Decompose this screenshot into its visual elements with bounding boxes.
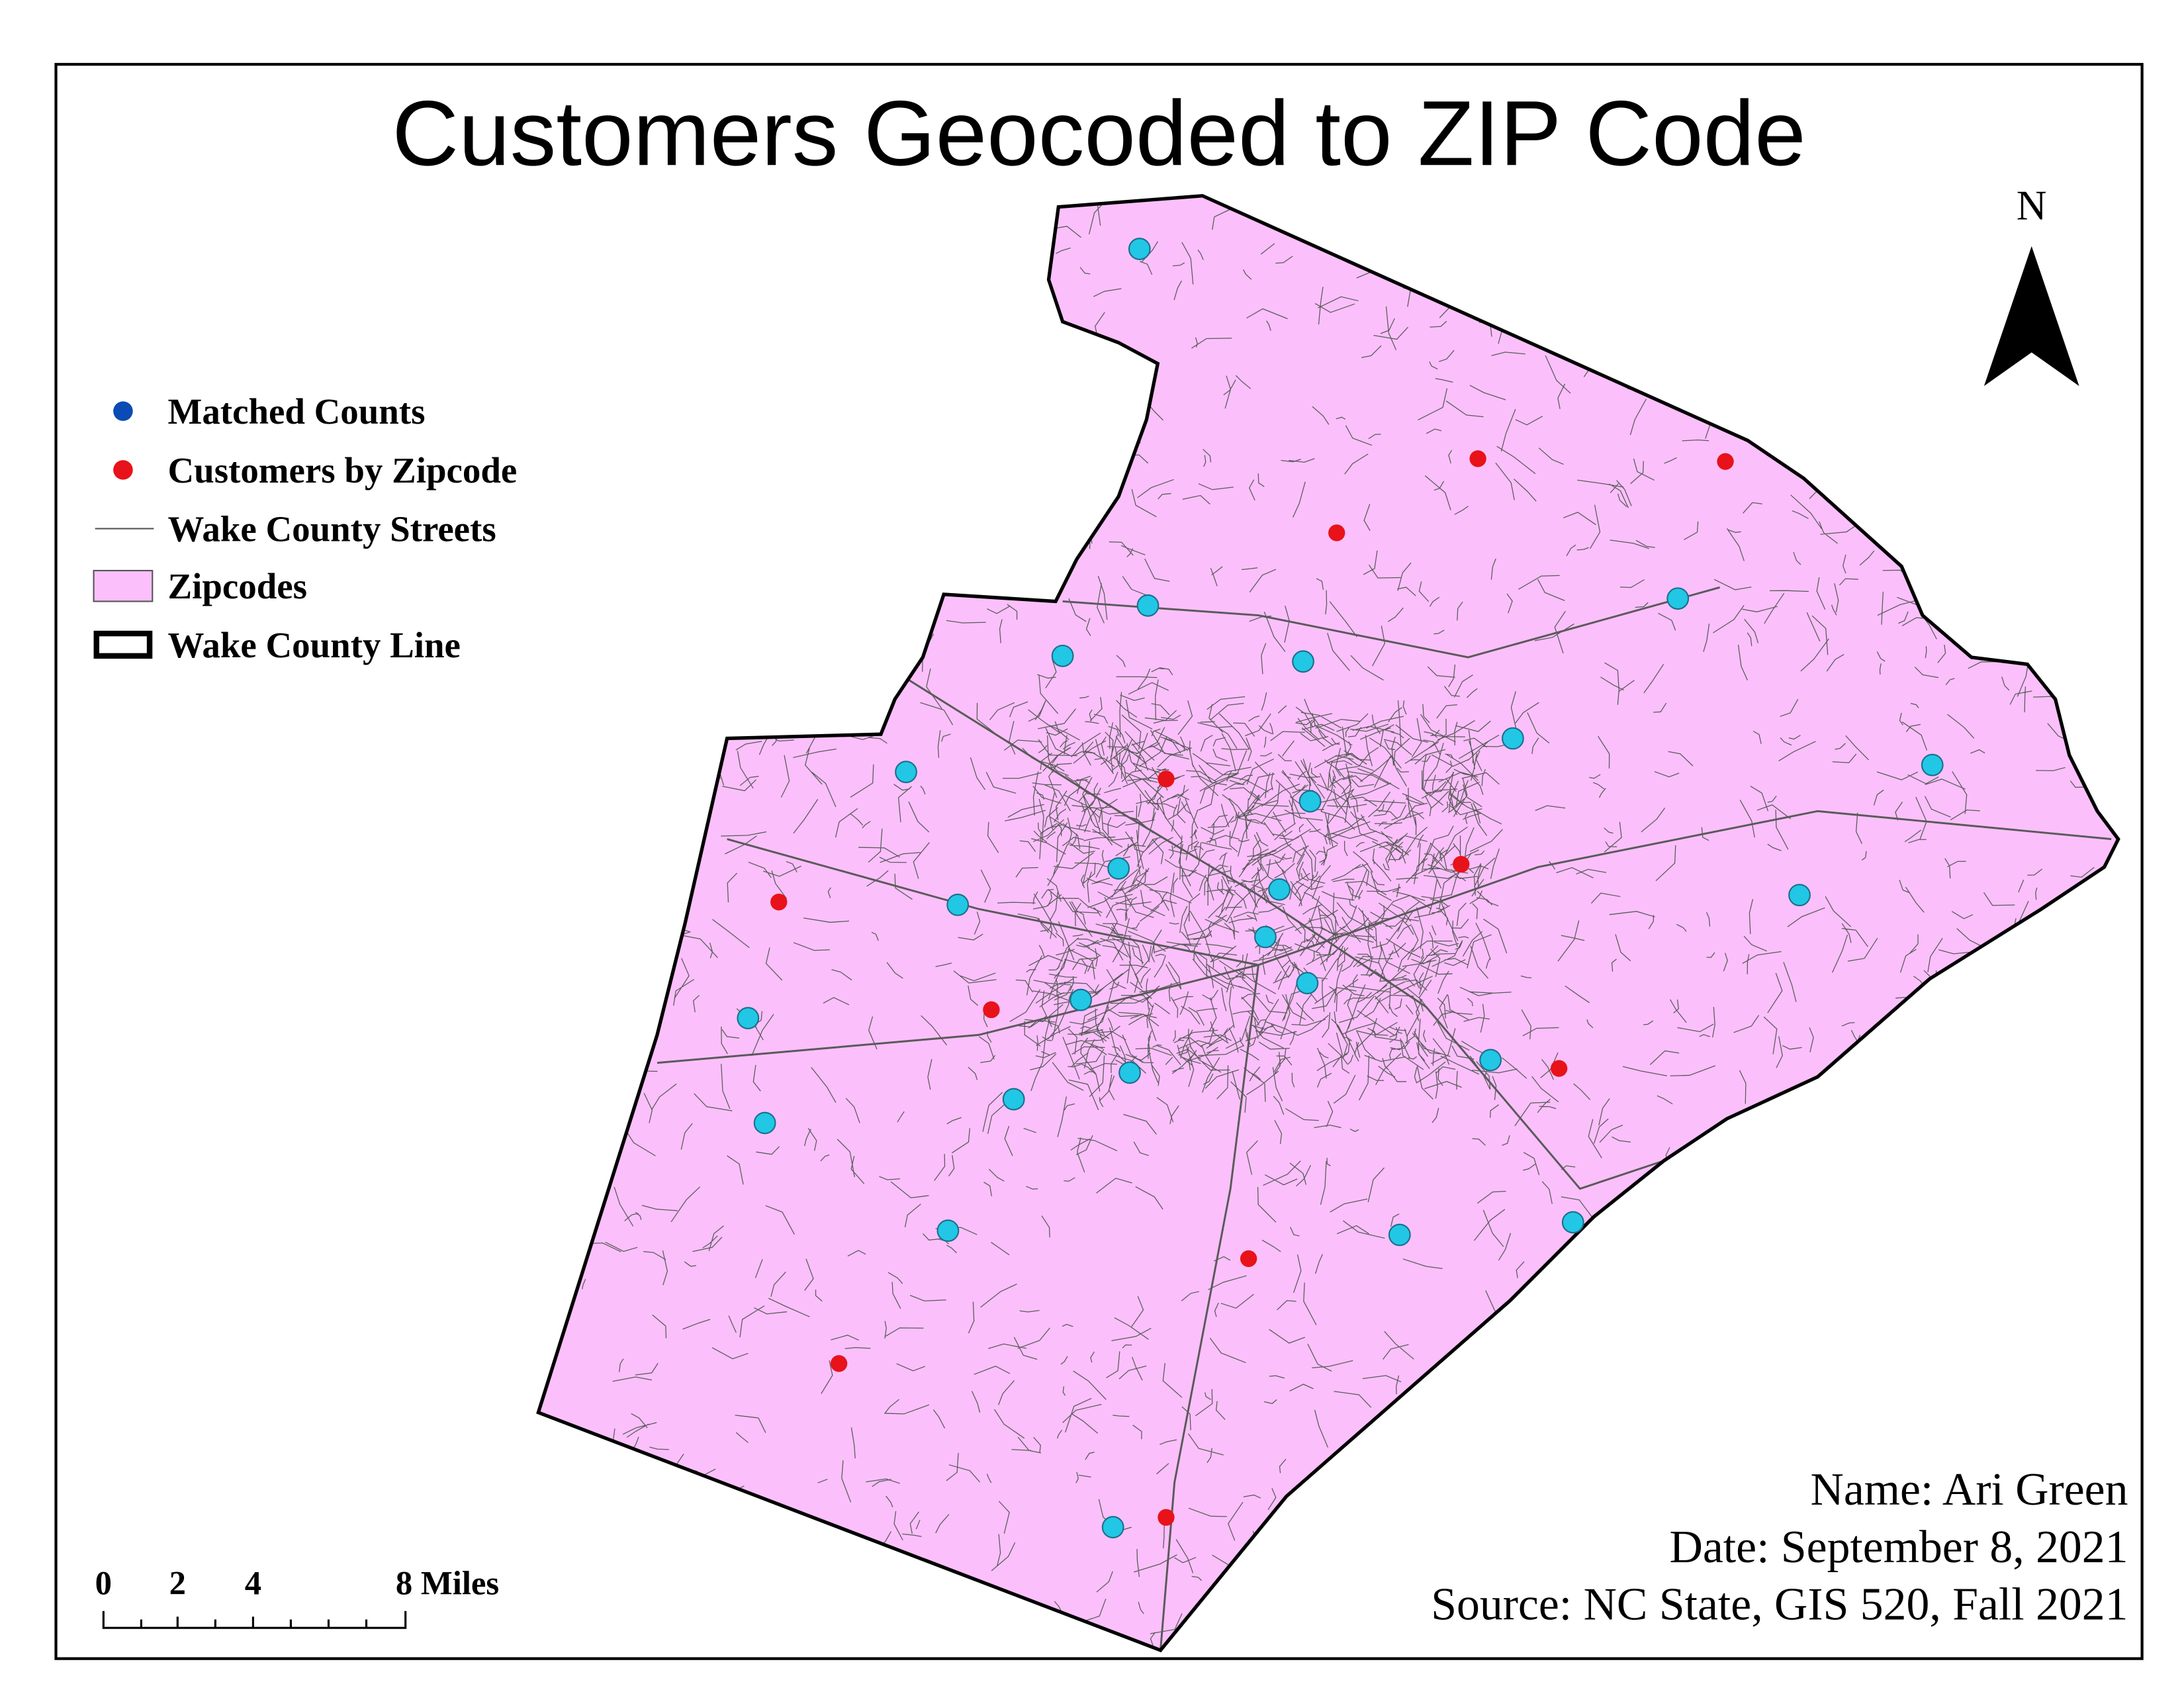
major-road — [657, 810, 2112, 1064]
scale-label: 2 — [169, 1564, 186, 1601]
legend-label: Wake County Line — [168, 625, 461, 665]
major-road — [1062, 586, 1720, 659]
matched-count-point — [1128, 238, 1151, 260]
matched-count-point — [1479, 1049, 1502, 1072]
scale-bar: 0 2 4 8 Miles — [95, 1564, 499, 1629]
matched-count-point — [1254, 925, 1277, 949]
legend-symbol-county-line — [93, 630, 153, 659]
customer-point — [1717, 453, 1734, 470]
county-line — [536, 194, 2120, 1653]
legend-label: Zipcodes — [168, 566, 308, 606]
customer-point — [1158, 771, 1175, 788]
customer-point — [983, 1001, 1000, 1019]
matched-count-point — [1666, 587, 1690, 610]
major-road — [1160, 964, 1259, 1650]
matched-count-point — [1388, 1223, 1411, 1246]
major-road — [894, 670, 1664, 1190]
legend: Matched Counts Customers by Zipcode Wake… — [93, 391, 518, 665]
customer-point — [1328, 524, 1345, 541]
matched-count-point — [1101, 1516, 1124, 1538]
north-arrow: N — [1983, 183, 2079, 387]
north-arrow-shape — [1983, 246, 2079, 387]
customer-point — [1158, 1509, 1175, 1526]
matched-count-point — [1921, 753, 1944, 776]
matched-count-point — [946, 894, 970, 916]
matched-count-point — [1002, 1088, 1025, 1111]
scale-ticks — [102, 1611, 407, 1629]
scale-label: 8 Miles — [396, 1564, 499, 1601]
matched-count-point — [1296, 972, 1319, 995]
streets — [538, 195, 2118, 1650]
credit-name: Name: Ari Green — [1810, 1464, 2128, 1515]
customer-point — [1469, 450, 1486, 467]
county-layer — [536, 194, 2120, 1653]
credit-source: Source: NC State, GIS 520, Fall 2021 — [1431, 1579, 2128, 1630]
matched-count-point — [1107, 857, 1130, 880]
customer-point — [1550, 1060, 1568, 1077]
scale-label: 0 — [95, 1564, 112, 1601]
legend-label: Wake County Streets — [168, 509, 496, 549]
credit-date: Date: September 8, 2021 — [1670, 1522, 2128, 1573]
zipcodes-fill — [538, 195, 2118, 1650]
matched-count-point — [753, 1111, 776, 1135]
scale-label: 4 — [245, 1564, 261, 1601]
matched-count-point — [1136, 594, 1160, 617]
legend-label: Matched Counts — [168, 391, 426, 432]
matched-count-point — [1502, 727, 1524, 750]
customer-point — [830, 1355, 848, 1372]
matched-count-point — [936, 1219, 960, 1243]
customer-point — [1240, 1250, 1257, 1268]
north-label: N — [2017, 183, 2047, 229]
matched-count-point — [737, 1007, 760, 1029]
matched-count-point — [1292, 650, 1314, 673]
legend-symbol-matched — [113, 401, 133, 421]
map-title: Customers Geocoded to ZIP Code — [392, 81, 1805, 185]
matched-count-point — [1268, 878, 1291, 901]
matched-count-point — [1298, 790, 1322, 813]
matched-count-point — [1051, 644, 1074, 667]
matched-count-point — [1788, 884, 1811, 907]
customer-point — [770, 894, 788, 911]
legend-symbol-customers — [113, 460, 133, 480]
matched-count-point — [1561, 1211, 1584, 1234]
matched-count-point — [895, 761, 917, 784]
legend-symbol-zipcodes — [93, 569, 154, 602]
major-road — [727, 838, 1259, 966]
customer-point — [1453, 855, 1470, 873]
matched-count-point — [1069, 988, 1092, 1011]
point-symbols — [737, 238, 1944, 1538]
legend-label: Customers by Zipcode — [168, 450, 518, 491]
matched-count-point — [1118, 1061, 1141, 1084]
